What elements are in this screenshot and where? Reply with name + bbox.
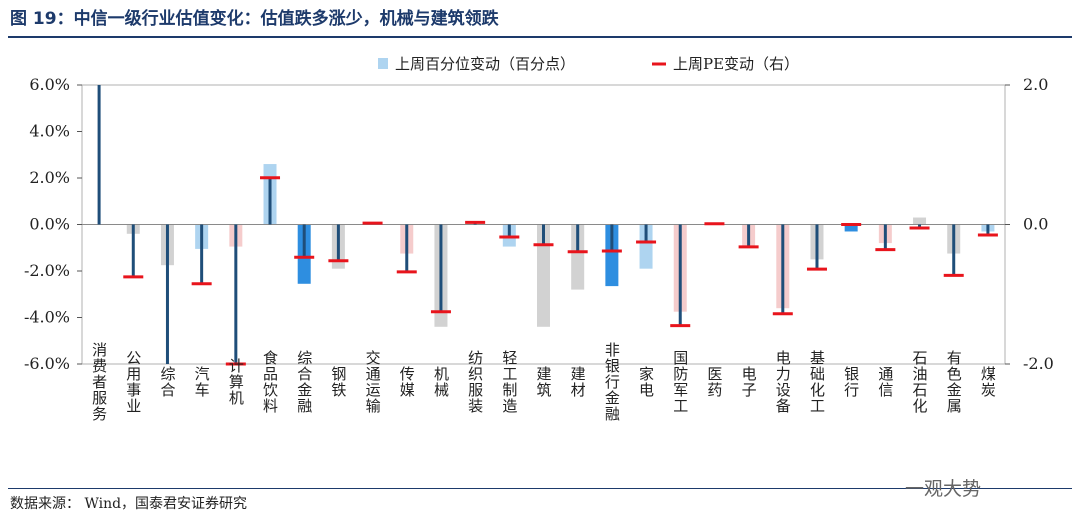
watermark-text: 一观大势 (905, 478, 982, 500)
category-label: 银行 (842, 366, 860, 398)
category-label: 公用事业 (124, 350, 142, 414)
legend-swatch-percentile (378, 58, 388, 69)
y-tick-label: -2.0% (24, 261, 70, 280)
category-label: 计算机 (227, 358, 245, 406)
y-tick-label: 0.0% (29, 215, 70, 234)
category-label: 轻工制造 (500, 350, 518, 414)
source-note: 数据来源： Wind，国泰君安证券研究 (10, 496, 248, 512)
percentile-bar (605, 224, 619, 287)
percentile-bar (844, 224, 858, 232)
category-label: 医药 (705, 366, 723, 398)
y-tick-label: 2.0% (29, 168, 70, 187)
percentile-bar (571, 224, 585, 290)
plot-area: 6.0% 4.0% 2.0% 0.0% -2.0% -4.0% -6.0% 2.0 0.0 -2.… (24, 75, 1054, 422)
category-label: 通信 (876, 366, 894, 398)
category-label: 传媒 (398, 366, 416, 398)
legend-label-pe: 上周PE变动（右） (673, 55, 799, 73)
category-label: 钢铁 (329, 366, 347, 398)
category-label: 石油石化 (911, 350, 929, 414)
y-tick-label: -6.0% (24, 354, 70, 373)
category-label: 汽车 (193, 366, 211, 398)
category-label: 家电 (637, 366, 655, 398)
category-label: 建筑 (535, 366, 553, 398)
category-label: 纺织服装 (466, 350, 484, 414)
category-label: 交通运输 (364, 349, 382, 414)
chart-legend: 上周百分位变动（百分点） 上周PE变动（右） (378, 55, 799, 73)
y2-tick-label: 0.0 (1023, 215, 1048, 234)
category-label: 基础化工 (808, 350, 826, 414)
category-label: 机械 (432, 366, 450, 398)
legend-label-percentile: 上周百分位变动（百分点） (395, 55, 575, 73)
y2-tick-label: 2.0 (1023, 75, 1048, 94)
percentile-bar (639, 224, 653, 269)
y-tick-label: -4.0% (24, 308, 70, 327)
category-label: 建材 (569, 366, 587, 398)
category-label: 有色金属 (945, 350, 963, 414)
percentile-bar (913, 217, 927, 225)
chart-title: 图 19：中信一级行业估值变化：估值跌多涨少，机械与建筑领跌 (10, 9, 499, 29)
category-label: 消费者服务 (90, 342, 108, 422)
category-label: 煤炭 (979, 366, 997, 398)
y-tick-label: 6.0% (29, 75, 70, 94)
title-divider (8, 36, 1072, 38)
source-divider (8, 488, 1072, 489)
category-label: 电子 (740, 366, 758, 398)
category-label: 电力设备 (774, 350, 792, 414)
category-label: 综合 (158, 366, 176, 398)
category-label: 非银行金融 (603, 342, 621, 422)
category-label: 国防军工 (671, 350, 689, 414)
chart: 上周百分位变动（百分点） 上周PE变动（右） 6.0% 4.0% 2.0% 0.0% -2… (24, 55, 1054, 422)
category-label: 综合金融 (295, 350, 313, 414)
category-label: 食品饮料 (261, 350, 279, 414)
y-tick-label: 4.0% (29, 122, 70, 141)
y2-tick-label: -2.0 (1023, 354, 1054, 373)
percentile-bar (537, 224, 550, 327)
